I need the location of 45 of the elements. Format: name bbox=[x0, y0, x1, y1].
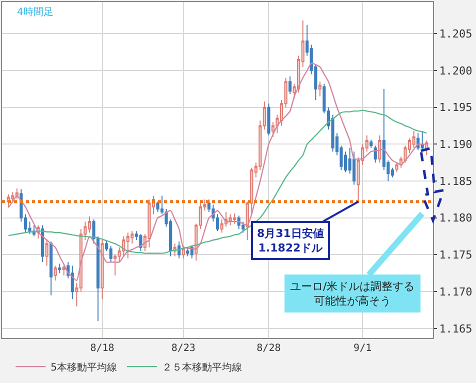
y-tick-label: 1.195 bbox=[439, 101, 472, 114]
y-tick-label: 1.170 bbox=[439, 285, 472, 298]
candlestick bbox=[54, 265, 57, 282]
y-tick-label: 1.185 bbox=[439, 174, 472, 188]
y-tick-label: 1.200 bbox=[439, 64, 472, 78]
y-tick-label: 1.165 bbox=[439, 322, 472, 336]
candlestick bbox=[11, 192, 14, 202]
x-tick-label: 8/18 bbox=[90, 343, 114, 354]
annotation: ユーロ/米ドルは調整する可能性が高そう bbox=[290, 280, 415, 308]
candlestick bbox=[182, 245, 185, 259]
candlestick bbox=[126, 232, 130, 259]
candlestick bbox=[288, 76, 292, 95]
y-tick-label: 1.190 bbox=[439, 138, 472, 152]
legend-label: ２５本移動平均線 bbox=[162, 361, 242, 374]
legend-label: 5本移動平均線 bbox=[50, 361, 117, 374]
candlestick bbox=[40, 224, 44, 263]
x-tick-label: 8/28 bbox=[256, 343, 281, 354]
candlestick bbox=[420, 130, 424, 150]
annotation: 4時間足 bbox=[17, 6, 54, 18]
candlestick bbox=[267, 103, 270, 136]
candlestick bbox=[228, 214, 232, 226]
candlestick bbox=[109, 245, 112, 263]
line-series bbox=[8, 110, 428, 254]
x-tick-label: 9/1 bbox=[354, 343, 372, 354]
y-tick-label: 1.175 bbox=[439, 248, 472, 262]
candlestick bbox=[15, 188, 18, 200]
candlestick bbox=[50, 240, 53, 296]
candlestick bbox=[100, 240, 104, 300]
candlestick bbox=[370, 139, 373, 148]
y-tick-label: 1.180 bbox=[439, 212, 472, 225]
candlestick bbox=[237, 215, 240, 230]
candlestick bbox=[186, 246, 190, 257]
x-tick-label: 8/23 bbox=[171, 343, 196, 354]
candlestick bbox=[318, 81, 322, 97]
candlestick bbox=[58, 263, 62, 274]
line-series bbox=[8, 62, 428, 282]
candlestick bbox=[139, 234, 142, 252]
candlestick bbox=[45, 240, 48, 266]
candlestick bbox=[148, 198, 151, 248]
candlestick bbox=[62, 265, 66, 276]
candlestick bbox=[378, 134, 382, 164]
annotation: 8月31日安値 1.1822ドル bbox=[257, 227, 324, 254]
candlestick bbox=[233, 212, 236, 224]
candlestick bbox=[70, 265, 74, 300]
y-tick-label: 1.205 bbox=[439, 28, 472, 41]
